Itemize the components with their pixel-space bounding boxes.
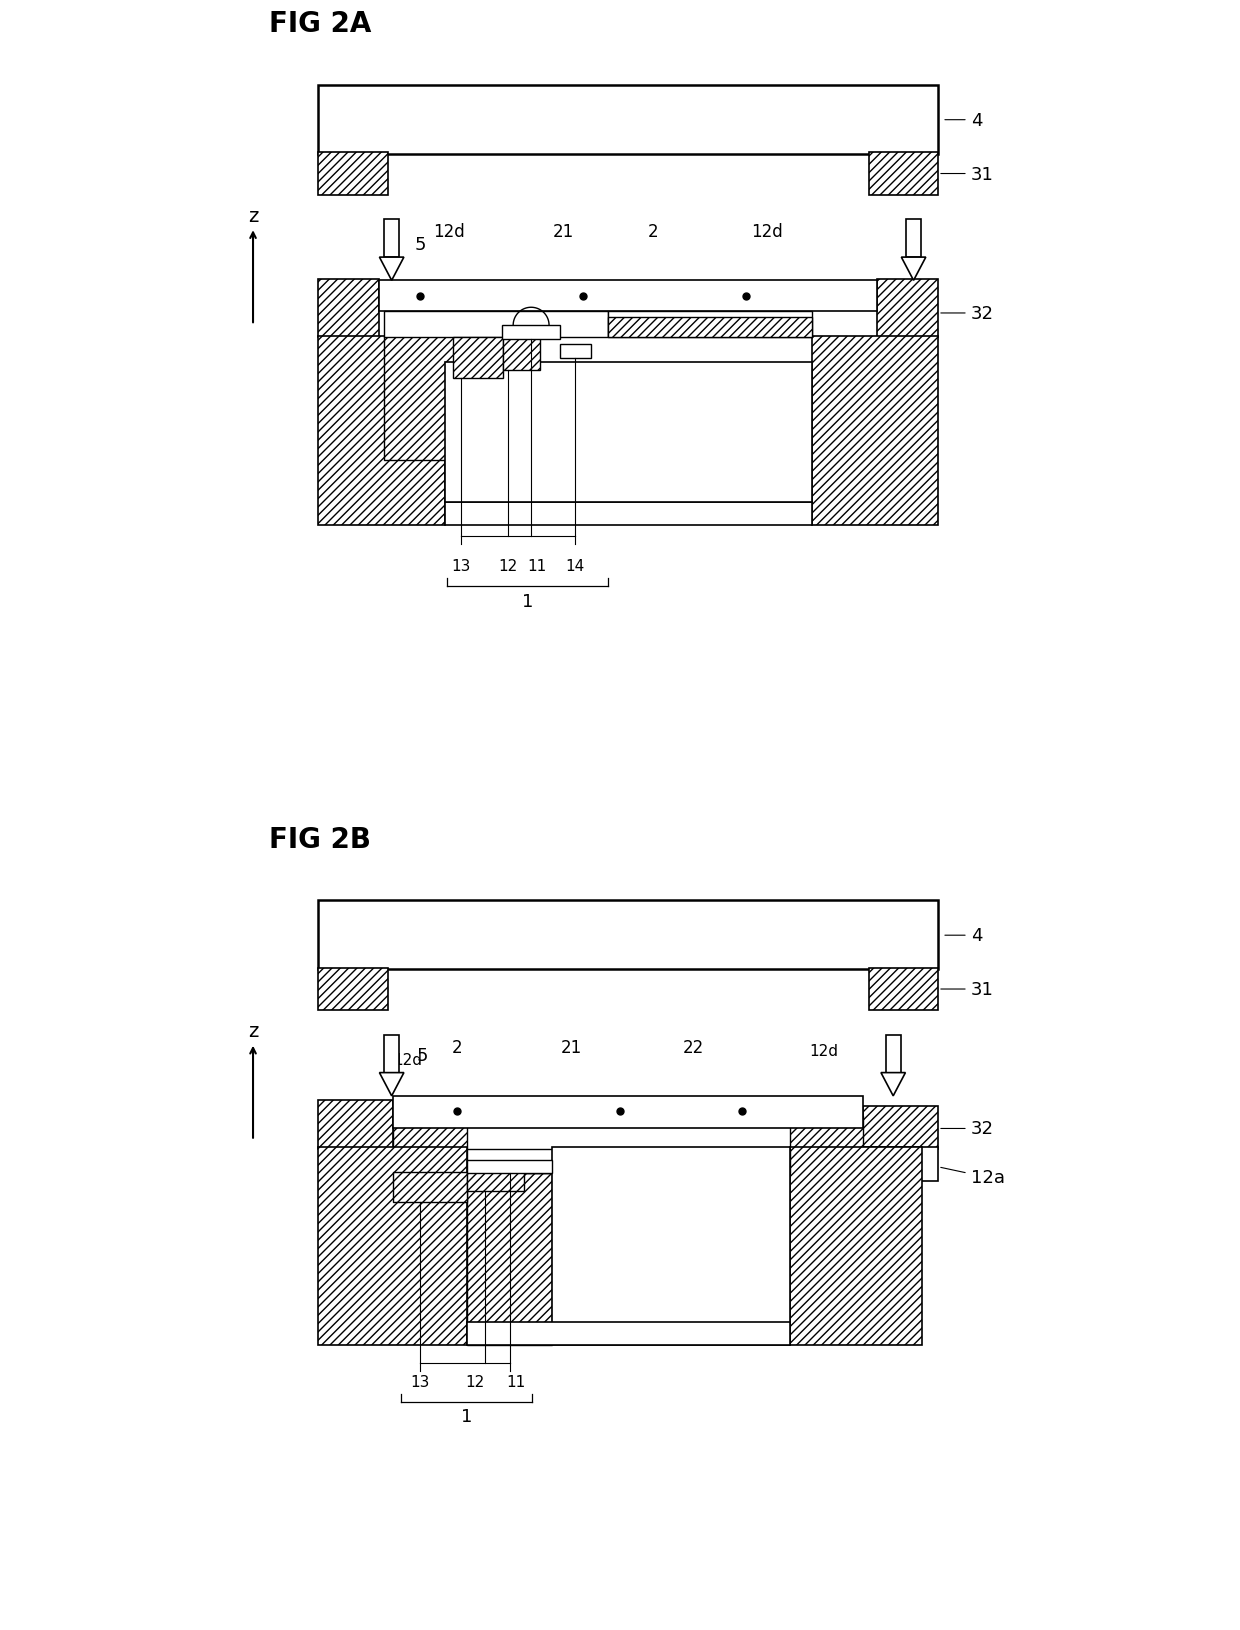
Text: 12a: 12a	[941, 1167, 1004, 1187]
Text: 31: 31	[941, 165, 993, 184]
Bar	[319, 153, 388, 196]
Text: 13: 13	[410, 1374, 430, 1389]
Text: 12: 12	[498, 559, 518, 574]
Bar	[445, 502, 812, 525]
Bar	[502, 326, 560, 341]
Bar	[869, 153, 937, 196]
Bar	[384, 220, 399, 258]
Text: 13: 13	[451, 559, 471, 574]
Bar	[383, 313, 608, 339]
Text: z: z	[248, 1022, 258, 1040]
Text: 32: 32	[941, 1120, 993, 1138]
Bar	[383, 337, 461, 460]
Bar	[885, 1035, 900, 1073]
Text: 32: 32	[941, 305, 993, 323]
Text: 14: 14	[565, 559, 585, 574]
Bar	[812, 337, 937, 525]
Bar	[319, 968, 388, 1011]
Bar	[560, 346, 591, 359]
Bar	[466, 1161, 552, 1174]
Text: 12: 12	[465, 1374, 485, 1389]
Text: 31: 31	[941, 980, 993, 999]
Text: 12d: 12d	[393, 1051, 423, 1068]
Polygon shape	[379, 258, 404, 282]
Bar	[379, 280, 877, 313]
Text: 12d: 12d	[751, 223, 782, 241]
Bar	[319, 86, 937, 155]
Bar	[466, 1172, 523, 1192]
Text: FIG 2B: FIG 2B	[269, 825, 371, 854]
Bar	[319, 337, 445, 525]
Text: z: z	[248, 207, 258, 225]
Bar	[393, 1172, 466, 1203]
Text: 12d: 12d	[810, 1043, 838, 1060]
Bar	[608, 313, 812, 339]
Polygon shape	[379, 1073, 404, 1095]
Text: 12d: 12d	[433, 223, 465, 241]
Bar	[384, 1035, 399, 1073]
Text: FIG 2A: FIG 2A	[269, 10, 372, 39]
Bar	[790, 1117, 863, 1149]
Bar	[319, 1148, 466, 1345]
Bar	[319, 1100, 393, 1149]
Bar	[906, 220, 921, 258]
Bar	[608, 318, 812, 339]
Bar	[503, 339, 541, 372]
Bar	[466, 1174, 552, 1345]
Polygon shape	[880, 1073, 905, 1095]
Bar	[319, 280, 379, 339]
Text: 1: 1	[461, 1407, 472, 1426]
Bar	[393, 1117, 466, 1149]
Text: 11: 11	[506, 1374, 526, 1389]
Text: 1: 1	[522, 592, 533, 611]
Text: 2: 2	[451, 1038, 463, 1056]
Bar	[863, 1148, 937, 1182]
Bar	[393, 1095, 863, 1128]
Text: 5: 5	[414, 235, 427, 254]
Polygon shape	[901, 258, 926, 282]
Text: 4: 4	[945, 111, 982, 130]
Bar	[877, 280, 937, 339]
Text: 2: 2	[647, 223, 658, 241]
Bar	[863, 1107, 937, 1149]
Text: 4: 4	[945, 926, 982, 945]
Bar	[552, 1148, 790, 1345]
Text: 21: 21	[560, 1038, 582, 1056]
Bar	[466, 1149, 790, 1174]
Text: 22: 22	[683, 1038, 704, 1056]
Bar	[453, 339, 503, 380]
Text: 5: 5	[417, 1046, 428, 1064]
Bar	[466, 1322, 790, 1345]
Text: 21: 21	[552, 223, 574, 241]
Text: 11: 11	[527, 559, 547, 574]
Bar	[445, 362, 812, 502]
Bar	[790, 1148, 921, 1345]
Bar	[869, 968, 937, 1011]
Bar	[319, 900, 937, 970]
